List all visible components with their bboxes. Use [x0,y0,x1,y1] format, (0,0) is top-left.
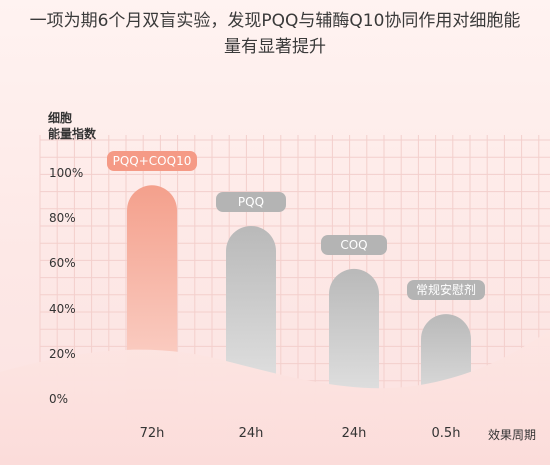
x-tick-label: 72h [139,426,165,441]
bar-label-badge: PQQ+COQ10 [107,151,197,172]
title-line-1: 一项为期6个月双盲实验，发现PQQ与辅酶Q10协同作用对细胞能 [29,11,521,31]
x-tick-label: 24h [341,426,367,441]
x-axis-label: 效果周期 [488,428,537,442]
title-line-2: 量有显著提升 [224,37,326,57]
y-tick-label: 100% [49,166,84,180]
y-tick-label: 0% [49,392,69,406]
y-axis-label: 细胞 能量指数 [48,110,108,142]
bar-label-badge: COQ [321,234,387,255]
y-axis-label-line-1: 细胞 [48,111,73,125]
y-tick-label: 60% [49,256,76,271]
bar-label-badge: 常规安慰剂 [407,280,485,301]
x-tick-label: 24h [238,426,264,441]
bar-label-badge: PQQ [216,191,286,212]
y-tick-label: 20% [49,346,76,361]
y-axis-label-line-2: 能量指数 [48,127,97,141]
bottom-wave [0,330,550,465]
chart-title: 一项为期6个月双盲实验，发现PQQ与辅酶Q10协同作用对细胞能 量有显著提升 [0,8,550,60]
y-tick-label: 40% [49,301,76,316]
x-tick-label: 0.5h [431,426,461,441]
y-tick-label: 80% [49,211,76,226]
